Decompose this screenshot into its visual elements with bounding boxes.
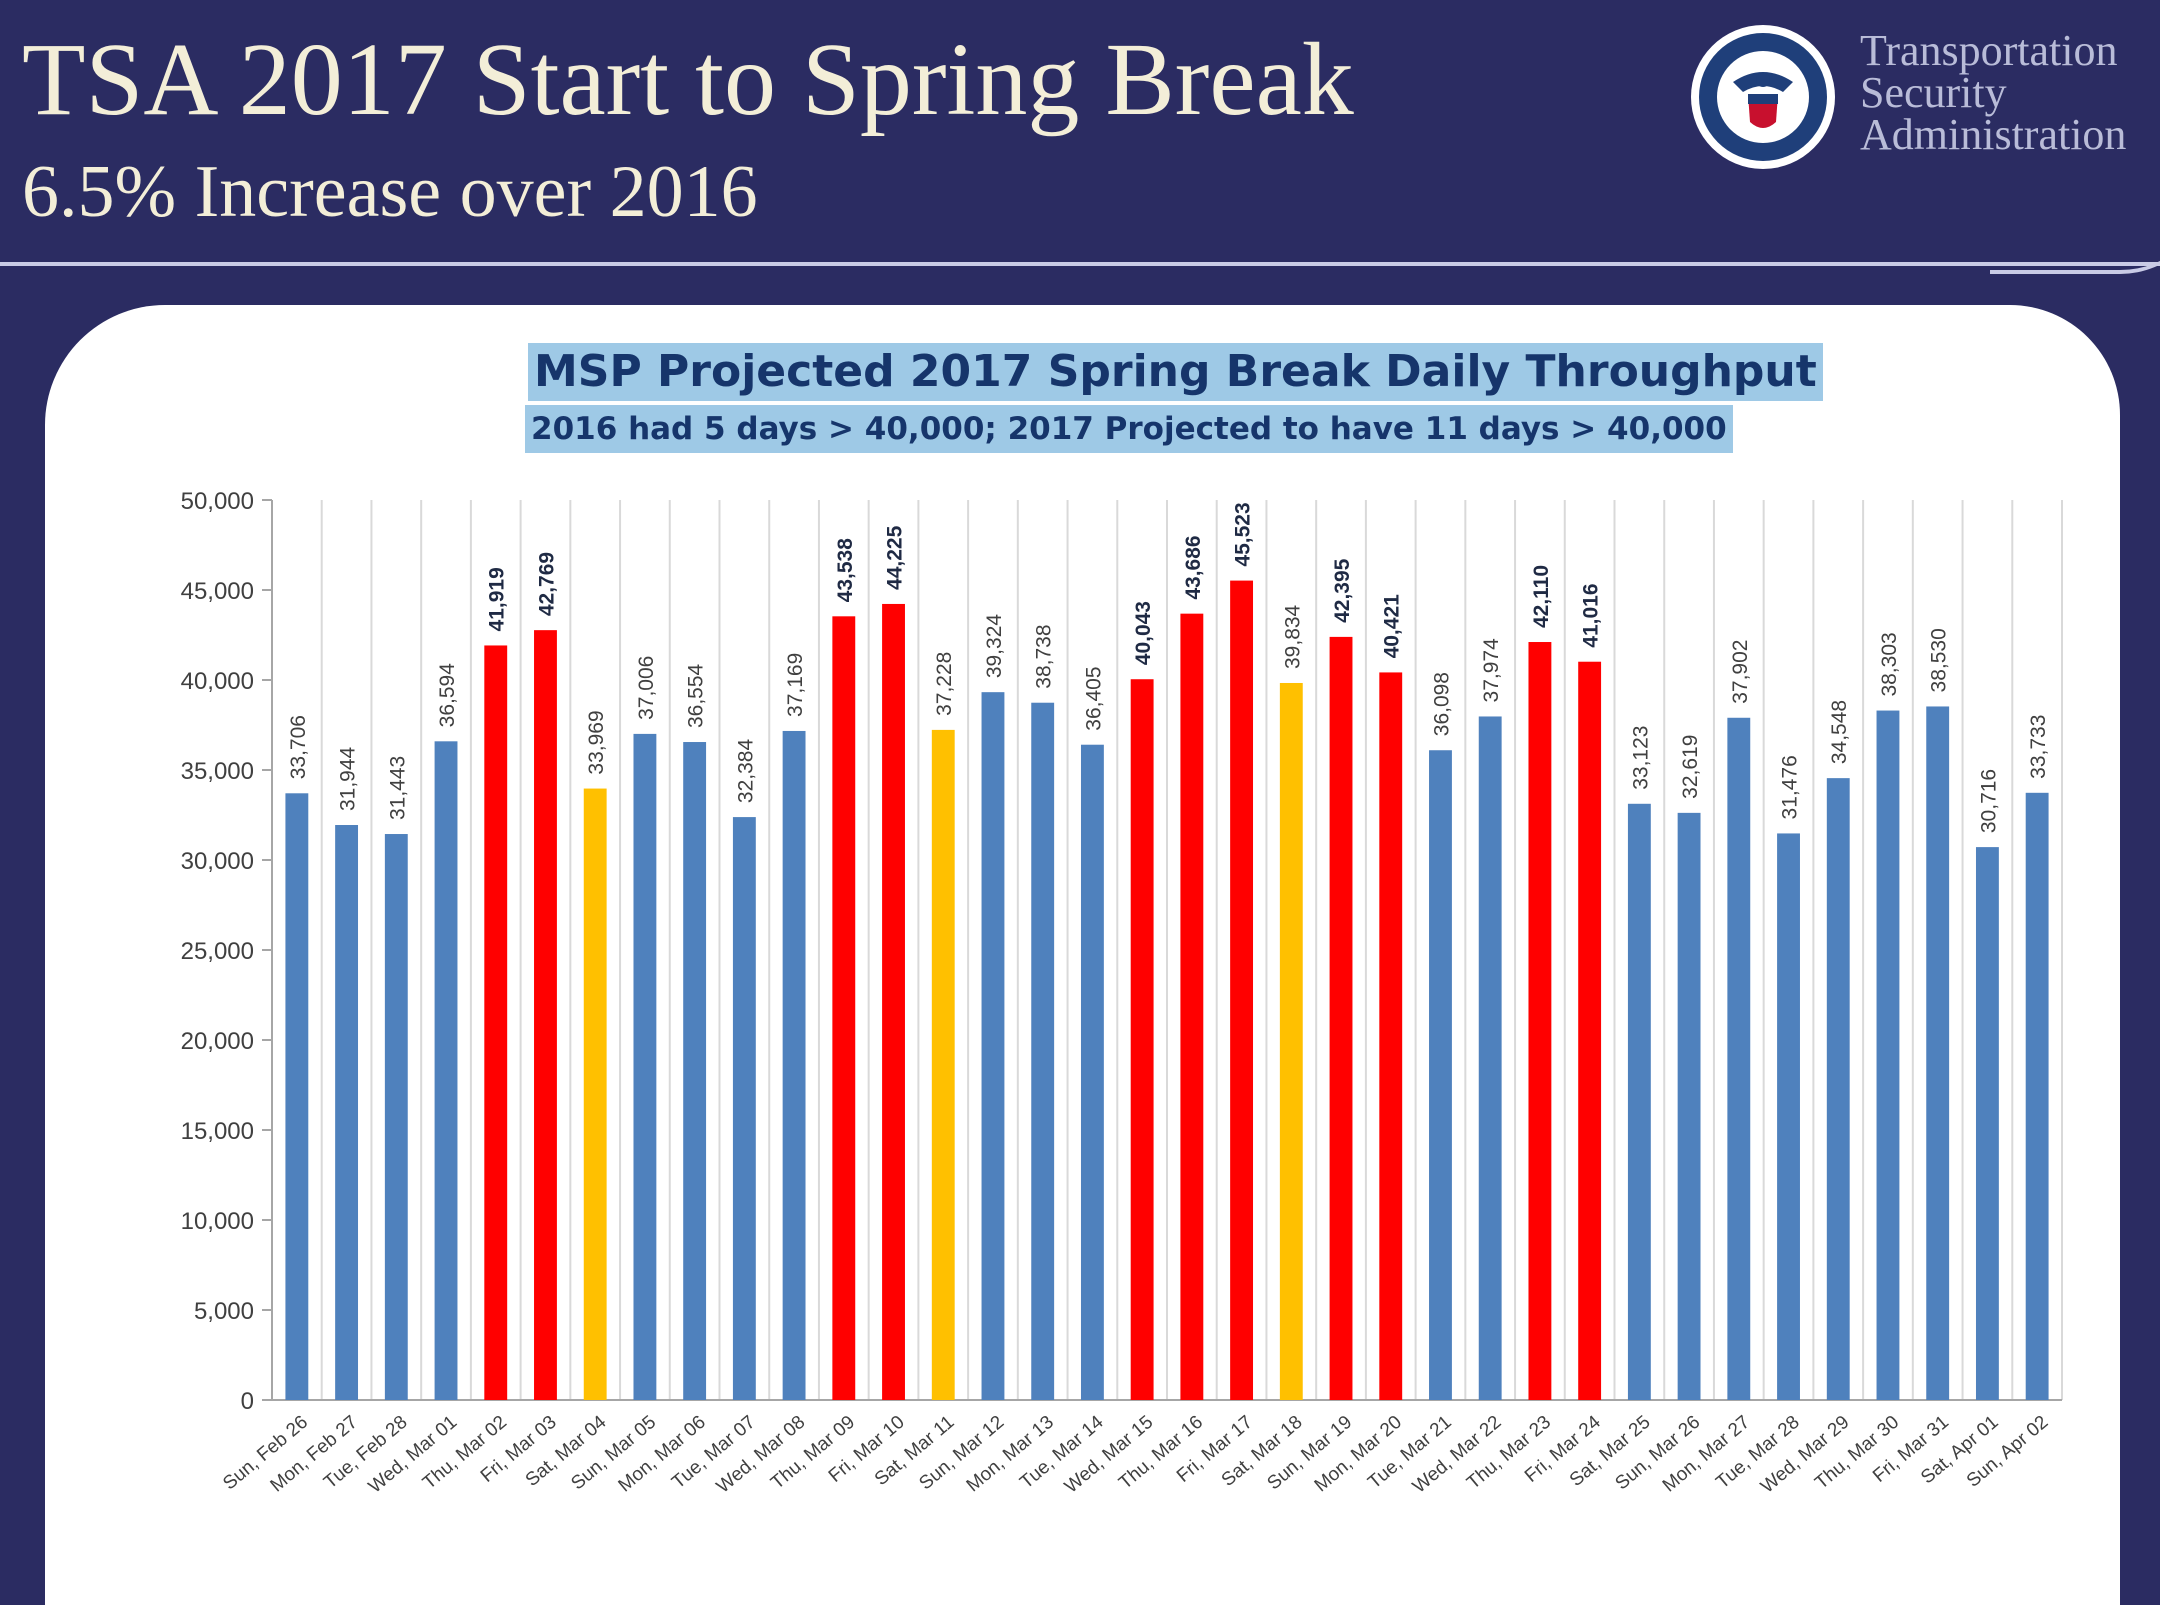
bar bbox=[931, 729, 955, 1400]
bar-value-label: 34,548 bbox=[1828, 700, 1851, 764]
bar-value-label: 33,969 bbox=[585, 710, 608, 774]
bar bbox=[285, 793, 309, 1400]
bar-value-label: 43,686 bbox=[1182, 535, 1205, 599]
slide-title: TSA 2017 Start to Spring Break bbox=[22, 22, 1354, 137]
bar bbox=[782, 730, 806, 1400]
bar bbox=[534, 630, 557, 1400]
bar-value-label: 38,303 bbox=[1878, 632, 1901, 696]
bar-value-label: 43,538 bbox=[834, 538, 857, 603]
chart-title: MSP Projected 2017 Spring Break Daily Th… bbox=[528, 343, 1823, 401]
bar-value-label: 33,733 bbox=[2027, 715, 2050, 779]
y-tick-label: 25,000 bbox=[181, 938, 254, 965]
bar-value-label: 31,443 bbox=[386, 756, 409, 820]
agency-name: Transportation Security Administration bbox=[1860, 26, 2127, 159]
bar bbox=[2025, 792, 2049, 1400]
bar bbox=[1578, 661, 1602, 1400]
bar-value-label: 36,594 bbox=[436, 663, 459, 728]
bar-value-label: 37,006 bbox=[635, 656, 658, 720]
bar bbox=[1478, 716, 1502, 1400]
bar bbox=[633, 733, 657, 1400]
bar-value-label: 37,169 bbox=[784, 653, 807, 717]
bar bbox=[484, 645, 508, 1400]
bar-value-label: 41,016 bbox=[1580, 583, 1603, 647]
bar bbox=[1379, 672, 1403, 1400]
bar-value-label: 36,554 bbox=[685, 663, 708, 728]
agency-line: Transportation bbox=[1860, 26, 2118, 75]
bar bbox=[583, 788, 607, 1400]
bar bbox=[1329, 636, 1353, 1400]
bar bbox=[1031, 702, 1055, 1400]
bar bbox=[1677, 812, 1701, 1400]
bar-value-label: 40,043 bbox=[1132, 601, 1155, 665]
bar bbox=[732, 817, 756, 1400]
bar-value-label: 37,974 bbox=[1480, 638, 1503, 703]
bar bbox=[981, 692, 1005, 1400]
agency-line: Security bbox=[1860, 68, 2007, 117]
bar-value-label: 42,769 bbox=[535, 552, 558, 616]
bar-value-label: 38,738 bbox=[1033, 624, 1056, 688]
bar-value-label: 37,228 bbox=[933, 652, 956, 716]
y-tick-label: 20,000 bbox=[181, 1028, 254, 1055]
bar-value-label: 36,098 bbox=[1430, 672, 1453, 736]
y-tick-label: 5,000 bbox=[194, 1298, 254, 1325]
bar bbox=[683, 742, 707, 1400]
bar bbox=[1826, 778, 1850, 1400]
chart-subtitle: 2016 had 5 days > 40,000; 2017 Projected… bbox=[525, 405, 1733, 453]
bar bbox=[882, 603, 905, 1400]
bar-value-label: 31,476 bbox=[1779, 755, 1802, 819]
bar-value-label: 44,225 bbox=[884, 525, 907, 590]
bar-value-label: 36,405 bbox=[1082, 666, 1105, 730]
bar-value-label: 45,523 bbox=[1232, 502, 1255, 566]
bar bbox=[1130, 679, 1154, 1400]
bar bbox=[335, 825, 359, 1400]
bar bbox=[384, 834, 408, 1400]
bar-value-label: 32,384 bbox=[734, 739, 757, 804]
bar-value-label: 40,421 bbox=[1381, 594, 1404, 659]
y-tick-label: 35,000 bbox=[181, 758, 254, 785]
y-tick-label: 50,000 bbox=[181, 488, 254, 515]
bar bbox=[1777, 833, 1800, 1400]
y-tick-label: 0 bbox=[241, 1388, 254, 1415]
agency-line: Administration bbox=[1860, 110, 2127, 159]
bar-value-label: 30,716 bbox=[1977, 769, 2000, 833]
bar bbox=[1279, 682, 1303, 1400]
y-tick-label: 15,000 bbox=[181, 1118, 254, 1145]
bar bbox=[1975, 847, 1999, 1400]
bar bbox=[1727, 717, 1751, 1400]
bar bbox=[832, 616, 856, 1400]
bar-value-label: 33,706 bbox=[287, 715, 310, 779]
bar-value-label: 32,619 bbox=[1679, 735, 1702, 799]
bar bbox=[1627, 803, 1651, 1400]
bar-value-label: 41,919 bbox=[486, 567, 509, 631]
y-tick-label: 30,000 bbox=[181, 848, 254, 875]
slide-subtitle: 6.5% Increase over 2016 bbox=[22, 151, 758, 233]
bar bbox=[1926, 706, 1950, 1400]
bar bbox=[1080, 744, 1104, 1400]
header-divider-curve bbox=[0, 262, 2160, 526]
bar-value-label: 31,944 bbox=[337, 746, 360, 811]
header-divider-curve-right bbox=[1990, 160, 2160, 274]
bar bbox=[1528, 642, 1552, 1400]
dhs-seal-icon bbox=[1691, 25, 1835, 169]
bar-value-label: 39,834 bbox=[1281, 604, 1304, 669]
bar bbox=[1876, 710, 1900, 1400]
bar bbox=[1180, 613, 1204, 1400]
bar-value-label: 42,110 bbox=[1530, 565, 1553, 628]
bar-value-label: 42,395 bbox=[1331, 558, 1354, 623]
bar-value-label: 37,902 bbox=[1729, 640, 1752, 704]
y-tick-label: 40,000 bbox=[181, 668, 254, 695]
bar-value-label: 33,123 bbox=[1629, 726, 1652, 790]
bar-value-label: 38,530 bbox=[1928, 628, 1951, 692]
y-tick-label: 45,000 bbox=[181, 578, 254, 605]
bar bbox=[434, 741, 458, 1400]
bar-value-label: 39,324 bbox=[983, 614, 1006, 679]
bar bbox=[1230, 580, 1254, 1400]
bar bbox=[1429, 750, 1452, 1400]
y-tick-label: 10,000 bbox=[181, 1208, 254, 1235]
